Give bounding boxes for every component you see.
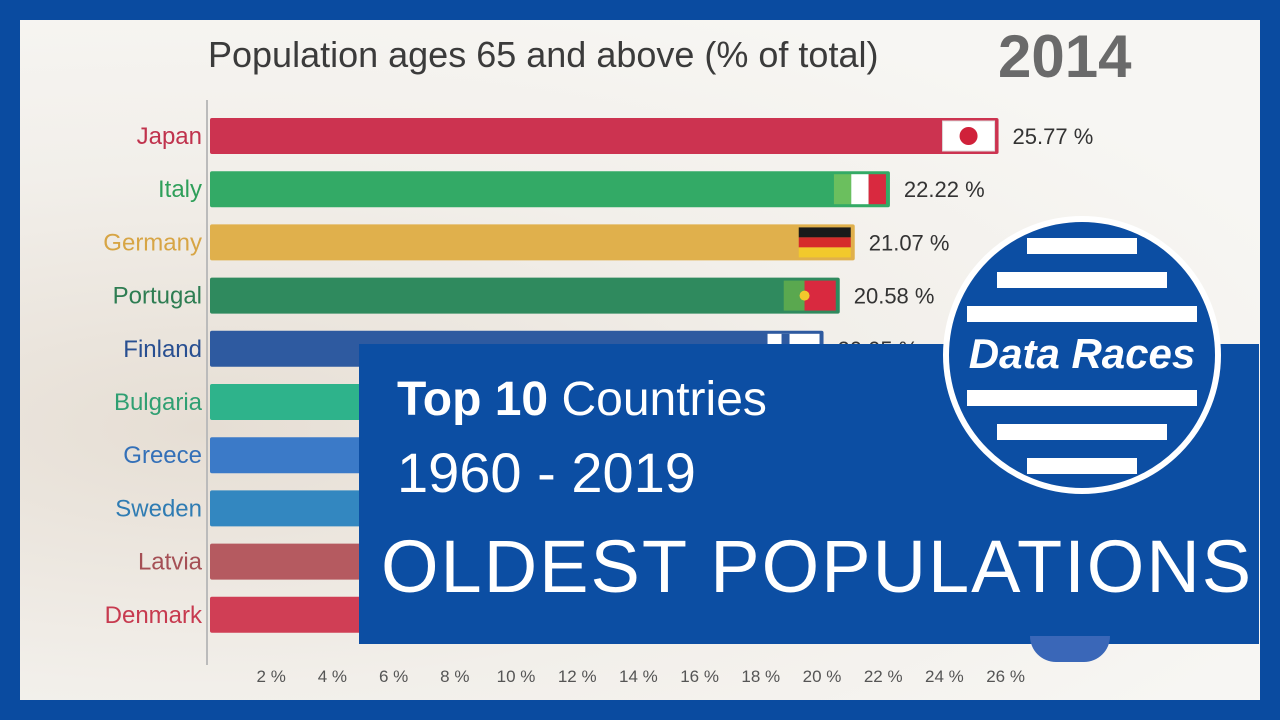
category-label-japan: Japan <box>137 123 202 150</box>
portugal-flag-green <box>783 280 805 311</box>
category-label-germany: Germany <box>103 229 202 256</box>
category-label-sweden: Sweden <box>115 495 202 522</box>
logo-stripe <box>997 272 1167 288</box>
data-races-logo: Data Races <box>943 216 1221 494</box>
category-label-bulgaria: Bulgaria <box>114 389 203 416</box>
value-label-italy: 22.22 % <box>904 177 985 202</box>
germany-flag-black <box>798 227 851 238</box>
category-label-italy: Italy <box>158 176 202 203</box>
logo-text: Data Races <box>968 330 1196 377</box>
value-label-japan: 25.77 % <box>1013 124 1094 149</box>
bar-italy <box>210 171 890 208</box>
chart-title: Population ages 65 and above (% of total… <box>208 34 879 75</box>
logo-stand <box>1030 636 1110 662</box>
overlay-countries: Countries <box>548 373 767 426</box>
logo-stripe <box>967 390 1197 406</box>
logo-stripe <box>1027 458 1137 474</box>
bar-japan <box>210 118 999 154</box>
x-tick-label: 10 % <box>497 667 536 686</box>
portugal-flag-red <box>804 280 836 311</box>
italy-flag-red <box>868 174 886 205</box>
category-label-denmark: Denmark <box>105 602 203 629</box>
germany-flag-red <box>798 237 851 248</box>
japan-flag-sun <box>959 127 978 145</box>
bar-portugal <box>210 277 840 314</box>
italy-flag-green <box>833 174 852 205</box>
x-tick-label: 8 % <box>440 667 469 686</box>
value-label-portugal: 20.58 % <box>854 284 935 309</box>
year-label: 2014 <box>998 23 1132 90</box>
x-tick-label: 26 % <box>986 667 1025 686</box>
germany-flag-gold <box>798 247 851 258</box>
category-label-finland: Finland <box>123 336 202 363</box>
x-tick-label: 22 % <box>864 667 903 686</box>
overlay-top10: Top 10 <box>397 373 549 426</box>
x-tick-label: 14 % <box>619 667 658 686</box>
italy-flag-white <box>851 174 869 205</box>
x-tick-label: 6 % <box>379 667 408 686</box>
overlay-year-range: 1960 - 2019 <box>397 441 696 504</box>
bar-germany <box>210 224 855 261</box>
logo-stripe <box>1027 238 1137 254</box>
japan-flag <box>942 120 996 152</box>
category-label-greece: Greece <box>123 442 202 469</box>
overlay-headline: Top 10 Countries <box>397 372 767 427</box>
category-label-portugal: Portugal <box>113 283 202 310</box>
x-tick-label: 18 % <box>741 667 780 686</box>
logo-stripe <box>997 424 1167 440</box>
x-tick-label: 24 % <box>925 667 964 686</box>
x-tick-label: 16 % <box>680 667 719 686</box>
x-tick-label: 12 % <box>558 667 597 686</box>
x-tick-label: 2 % <box>257 667 286 686</box>
x-tick-label: 4 % <box>318 667 347 686</box>
category-label-latvia: Latvia <box>138 549 203 576</box>
value-label-germany: 21.07 % <box>869 230 950 255</box>
overlay-main-title: OLDEST POPULATIONS <box>381 525 1254 608</box>
x-tick-label: 20 % <box>803 667 842 686</box>
portugal-flag-emblem <box>799 290 810 301</box>
logo-stripe <box>967 306 1197 322</box>
